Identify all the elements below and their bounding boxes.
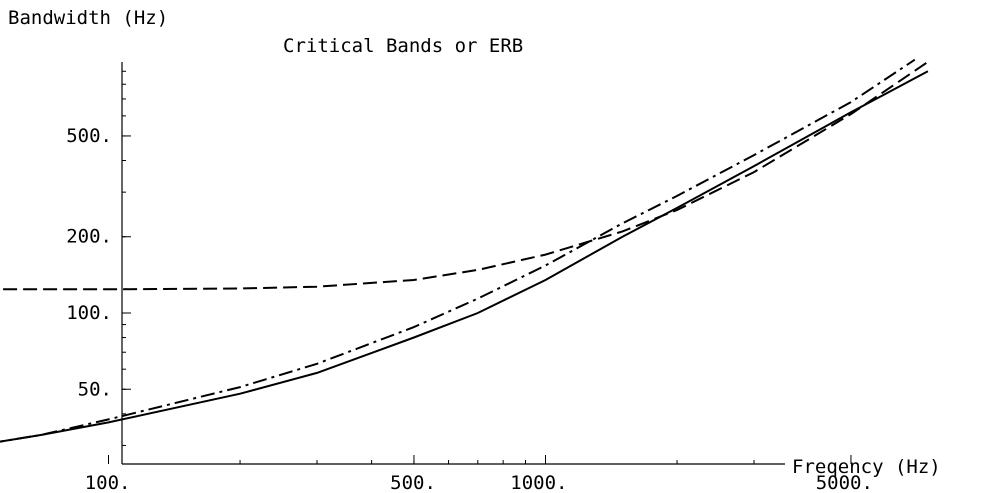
series-line-solid: [0, 70, 929, 443]
x-tick-label: 5000.: [816, 472, 873, 493]
y-axis-label: Bandwidth (Hz): [8, 7, 168, 29]
series-line-dashed: [0, 61, 929, 291]
series-line-dash-dot: [0, 58, 916, 443]
plot-lines: [0, 58, 929, 443]
x-tick-label: 1000.: [510, 472, 567, 493]
x-tick-label: 500.: [390, 472, 436, 493]
y-tick-label: 200.: [66, 226, 112, 248]
y-ticks: 50. 100. 200. 500.: [66, 70, 131, 446]
x-tick-label: 100.: [85, 472, 131, 493]
x-axis-label: Freqency (Hz): [792, 456, 941, 478]
chart-title: Critical Bands or ERB: [283, 35, 523, 57]
x-ticks: 50.100.500.1000.5000.: [85, 455, 873, 493]
y-tick-label: 100.: [66, 302, 112, 324]
y-tick-label: 500.: [66, 125, 112, 147]
y-tick-label: 50.: [78, 378, 112, 400]
